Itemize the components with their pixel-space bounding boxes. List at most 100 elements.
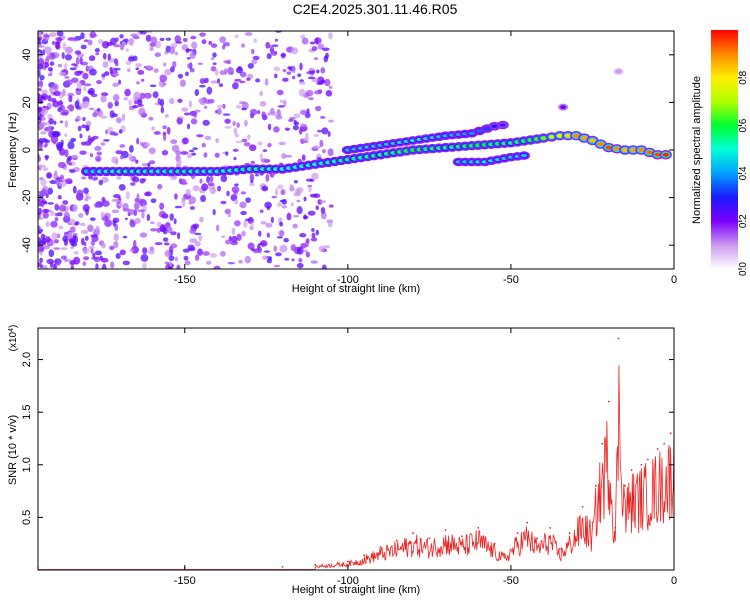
noise-spot: [218, 83, 223, 88]
noise-spot: [204, 135, 212, 141]
noise-spot: [244, 255, 251, 264]
noise-spot: [222, 44, 226, 50]
noise-spot: [180, 151, 189, 155]
noise-spot: [168, 261, 173, 268]
noise-spot: [61, 52, 65, 59]
noise-spot: [314, 105, 322, 112]
noise-spot: [206, 175, 210, 184]
noise-spot: [259, 102, 267, 107]
noise-spot: [55, 141, 64, 149]
spectrogram-y-axis: -40 -20 0 20 40: [21, 49, 674, 253]
noise-spot: [79, 102, 85, 109]
noise-spot: [199, 32, 206, 37]
noise-spot: [265, 173, 270, 182]
noise-spot: [94, 47, 100, 53]
noise-spot: [87, 224, 94, 232]
noise-spot: [215, 138, 219, 143]
noise-spot: [175, 150, 182, 156]
noise-spot: [247, 63, 254, 69]
noise-spot: [169, 46, 176, 55]
noise-spot: [294, 121, 300, 126]
noise-spot: [194, 241, 201, 247]
noise-spot: [40, 188, 47, 196]
noise-spot: [221, 235, 226, 239]
noise-spot: [100, 211, 106, 219]
noise-spot: [89, 153, 94, 158]
x-tick-label: -150: [174, 575, 196, 587]
noise-spot: [186, 56, 191, 60]
noise-spot: [69, 169, 76, 173]
noise-spot: [266, 205, 271, 211]
noise-spot: [62, 42, 67, 51]
noise-spot: [247, 134, 251, 140]
x-tick-label: -100: [337, 575, 359, 587]
noise-spot: [134, 217, 141, 224]
noise-spot: [63, 211, 70, 220]
noise-spot: [50, 135, 59, 144]
snr-point: [428, 537, 431, 540]
noise-spot: [96, 109, 104, 117]
noise-spot: [198, 234, 203, 242]
noise-spot: [58, 225, 64, 230]
noise-spot: [327, 148, 334, 157]
isolated-spot: [560, 105, 567, 110]
noise-spot: [79, 133, 83, 139]
noise-spot: [193, 114, 197, 118]
noise-spot: [311, 46, 318, 52]
noise-spot: [147, 162, 151, 168]
snr-point: [526, 521, 529, 524]
noise-spot: [175, 41, 183, 44]
noise-spot: [150, 228, 158, 232]
isolated-spots: [558, 67, 624, 111]
noise-spot: [241, 107, 247, 111]
noise-spot: [162, 82, 167, 86]
noise-spot: [83, 83, 92, 87]
track-core: [548, 134, 555, 139]
noise-spot: [262, 149, 268, 153]
noise-spot: [273, 113, 279, 117]
noise-spot: [45, 154, 49, 161]
noise-spot: [74, 50, 82, 55]
noise-spot: [119, 34, 124, 39]
noise-spot: [83, 39, 89, 43]
noise-spot: [286, 71, 292, 75]
noise-spot: [46, 258, 55, 265]
noise-spot: [65, 178, 73, 185]
noise-spot: [59, 120, 64, 124]
noise-spot: [279, 230, 284, 237]
noise-spot: [150, 36, 158, 45]
noise-spot: [101, 40, 110, 49]
noise-spot: [133, 209, 138, 217]
noise-spot: [250, 222, 254, 229]
noise-spot: [133, 91, 141, 100]
noise-spot: [236, 122, 240, 128]
noise-spot: [191, 152, 197, 156]
noise-spot: [224, 208, 231, 215]
noise-spot: [170, 231, 177, 236]
noise-spot: [220, 200, 227, 205]
noise-spot: [47, 73, 53, 77]
noise-spot: [113, 73, 120, 77]
noise-spot: [148, 160, 156, 165]
noise-spot: [70, 137, 77, 142]
noise-spot: [107, 102, 113, 109]
track-core: [556, 133, 564, 138]
noise-spot: [38, 68, 41, 73]
spectrogram-y-label: Frequency (Hz): [7, 112, 19, 188]
noise-spot: [82, 116, 86, 122]
noise-spot: [235, 140, 243, 144]
noise-spot: [58, 204, 67, 212]
noise-spot: [128, 56, 135, 62]
noise-spot: [250, 48, 255, 55]
noise-spot: [225, 239, 232, 245]
noise-spot: [141, 112, 148, 116]
noise-spot: [95, 263, 99, 269]
noise-spot: [273, 73, 278, 79]
noise-spot: [49, 179, 57, 185]
noise-spot: [199, 216, 204, 223]
noise-spot: [38, 225, 41, 229]
noise-spot: [49, 61, 55, 66]
snr-point: [379, 545, 382, 548]
noise-spot: [67, 105, 72, 110]
noise-spot: [198, 84, 206, 88]
